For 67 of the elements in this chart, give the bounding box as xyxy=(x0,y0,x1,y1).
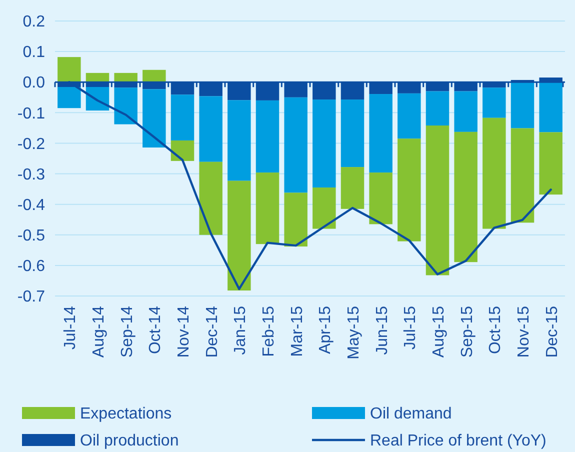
bar xyxy=(256,100,280,173)
x-tick-label: Oct-15 xyxy=(487,306,504,354)
x-tick-label: Jun-15 xyxy=(374,306,391,355)
x-tick-label: Oct-14 xyxy=(147,306,164,354)
bar xyxy=(199,162,222,235)
bar xyxy=(170,94,194,140)
bar xyxy=(228,180,251,290)
y-tick-label: 0.1 xyxy=(22,44,46,62)
legend-label: Expectations xyxy=(80,406,172,423)
x-tick-label: Apr-15 xyxy=(317,306,334,354)
bar xyxy=(340,100,364,168)
bar xyxy=(426,126,450,276)
x-tick-label: Mar-15 xyxy=(288,306,306,357)
bar xyxy=(369,172,392,224)
x-tick-label: Dec-15 xyxy=(544,306,561,358)
bar xyxy=(312,188,336,229)
bar xyxy=(114,72,138,82)
bar xyxy=(369,94,392,173)
bar xyxy=(510,82,534,128)
x-tick-label: Nov-15 xyxy=(516,306,532,358)
bar xyxy=(170,140,194,161)
x-tick-label: May-15 xyxy=(346,306,362,360)
y-tick-label: -0.1 xyxy=(17,105,46,122)
bar xyxy=(482,118,506,229)
bar xyxy=(340,167,364,209)
bar xyxy=(454,91,478,132)
x-tick-label: Feb-15 xyxy=(260,306,278,357)
bar xyxy=(58,87,81,108)
y-tick-label: -0.6 xyxy=(17,258,46,276)
bar xyxy=(58,57,81,82)
x-tick-label: Jul-15 xyxy=(402,306,420,350)
bar xyxy=(284,192,308,246)
x-tick-label: Sep-14 xyxy=(118,306,136,358)
legend-label: Oil demand xyxy=(370,406,452,423)
legend-label: Oil production xyxy=(80,432,179,450)
bar xyxy=(199,96,222,162)
bar xyxy=(256,172,280,244)
x-tick-label: Jul-14 xyxy=(62,306,80,350)
y-tick-label: -0.2 xyxy=(17,136,46,153)
bar xyxy=(398,138,421,242)
bar xyxy=(228,100,251,181)
x-tick-label: Sep-15 xyxy=(458,306,476,358)
y-tick-label: -0.3 xyxy=(17,166,46,184)
y-tick-label: -0.4 xyxy=(17,196,46,214)
bar xyxy=(86,72,110,82)
bar xyxy=(426,91,450,126)
bar xyxy=(398,93,421,139)
bar xyxy=(114,88,138,124)
bar xyxy=(142,89,166,148)
bar xyxy=(312,100,336,188)
y-tick-label: -0.7 xyxy=(17,288,46,306)
y-tick-label: -0.5 xyxy=(17,227,46,244)
bar xyxy=(539,82,562,132)
bar xyxy=(454,132,478,262)
x-tick-label: Nov-14 xyxy=(176,306,192,358)
bar xyxy=(142,70,166,82)
legend-label: Real Price of brent (YoY) xyxy=(370,432,546,450)
y-tick-label: 0.2 xyxy=(22,14,46,31)
x-tick-label: Aug-14 xyxy=(90,306,108,358)
x-tick-label: Aug-15 xyxy=(430,306,448,358)
bar xyxy=(539,132,562,195)
x-tick-label: Jan-15 xyxy=(232,306,250,355)
bar xyxy=(284,97,308,193)
bar xyxy=(510,128,534,223)
x-tick-label: Dec-14 xyxy=(204,306,221,358)
bar xyxy=(482,88,506,118)
y-tick-label: 0.0 xyxy=(22,74,46,92)
